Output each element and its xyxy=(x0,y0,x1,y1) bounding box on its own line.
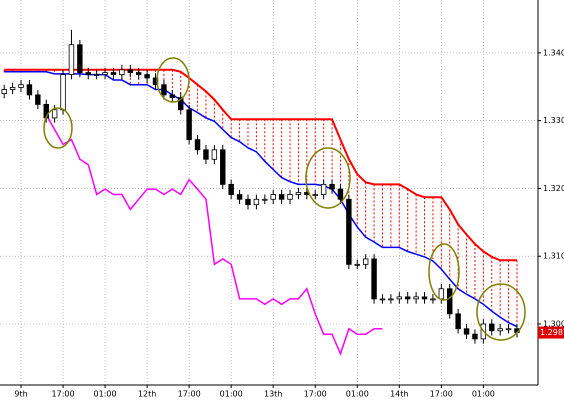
candle-body xyxy=(245,198,251,206)
y-tick-label: 1.33000 xyxy=(543,116,564,125)
candle-body xyxy=(220,149,226,185)
candle-body xyxy=(346,198,352,265)
candle-body xyxy=(85,72,91,75)
last-price-label: 1.29874 xyxy=(540,328,564,337)
highlight-circle xyxy=(43,107,73,149)
candle-body xyxy=(472,333,478,340)
x-tick-label: 14th xyxy=(390,390,408,399)
plot-layer xyxy=(0,0,538,385)
candle-body xyxy=(178,97,184,111)
candle-body xyxy=(362,258,369,265)
x-tick-label: 01:00 xyxy=(472,390,495,399)
highlight-circle xyxy=(305,147,351,209)
x-tick-label: 17:00 xyxy=(52,390,75,399)
candle-body xyxy=(421,296,428,300)
candle-body xyxy=(287,194,293,200)
candle-body xyxy=(152,77,159,86)
candle-body xyxy=(135,72,142,75)
x-tick-label: 01:00 xyxy=(94,390,117,399)
x-tick-label: 01:00 xyxy=(220,390,243,399)
indicator-line xyxy=(4,68,517,262)
candle-body xyxy=(161,84,167,96)
candle-body xyxy=(447,288,453,315)
candle-body xyxy=(295,192,302,195)
candle-body xyxy=(270,194,276,200)
candle-body xyxy=(463,328,470,335)
candle-body xyxy=(413,296,419,300)
candle-body xyxy=(144,74,150,79)
candle-body xyxy=(236,194,243,200)
plot-area xyxy=(0,0,538,385)
candle-body xyxy=(60,74,66,111)
candle-body xyxy=(68,44,75,75)
candle-body xyxy=(337,188,344,200)
highlight-circle xyxy=(156,57,190,103)
y-tick-label: 1.32000 xyxy=(543,184,564,193)
candle-body xyxy=(262,198,268,201)
candle-body xyxy=(312,194,318,196)
candle-body xyxy=(51,109,58,119)
candle-body xyxy=(18,84,24,88)
candle-body xyxy=(388,298,394,301)
x-tick-label: 01:00 xyxy=(346,390,369,399)
candle-body xyxy=(1,89,7,94)
x-tick-label: 17:00 xyxy=(430,390,453,399)
y-tick-label: 1.34000 xyxy=(543,48,564,57)
y-tick-label: 1.31000 xyxy=(543,252,564,261)
candle-body xyxy=(278,194,285,200)
candle-body xyxy=(127,69,134,73)
candle-body xyxy=(396,296,403,300)
candle-body xyxy=(455,313,461,330)
x-tick-label: 12th xyxy=(138,390,156,399)
candle-body xyxy=(211,149,218,160)
candle-body xyxy=(489,323,495,332)
candle-body xyxy=(438,288,445,300)
candle-body xyxy=(26,84,33,96)
x-tick-label: 17:00 xyxy=(304,390,327,399)
annotation-circles xyxy=(43,57,526,341)
x-tick-label: 9th xyxy=(14,390,27,399)
candle-body xyxy=(203,149,209,160)
highlight-circle xyxy=(428,243,460,301)
candle-body xyxy=(354,263,360,266)
candle-body xyxy=(497,328,503,332)
candle-body xyxy=(119,69,125,75)
candle-body xyxy=(77,44,83,73)
candle-body xyxy=(228,183,234,195)
indicator-line xyxy=(45,114,383,356)
candle-body xyxy=(110,72,117,75)
candle-body xyxy=(9,87,16,90)
last-price-box xyxy=(538,326,564,339)
candle-body xyxy=(320,183,327,195)
candle-body xyxy=(379,298,386,301)
candle-body xyxy=(505,328,512,331)
candle-body xyxy=(186,109,192,141)
candle-body xyxy=(35,94,41,105)
candle-body xyxy=(253,198,260,206)
candle-body xyxy=(93,74,100,76)
highlight-circle xyxy=(476,283,526,341)
candle-body xyxy=(102,72,108,75)
candle-body xyxy=(329,183,335,190)
candle-body xyxy=(194,139,201,151)
candle-body xyxy=(430,298,436,301)
x-tick-label: 13th xyxy=(264,390,282,399)
candle-body xyxy=(404,296,411,300)
candle-body xyxy=(169,94,176,99)
y-tick-label: 1.30000 xyxy=(543,319,564,328)
x-tick-label: 17:00 xyxy=(178,390,201,399)
candle-body xyxy=(371,258,377,300)
